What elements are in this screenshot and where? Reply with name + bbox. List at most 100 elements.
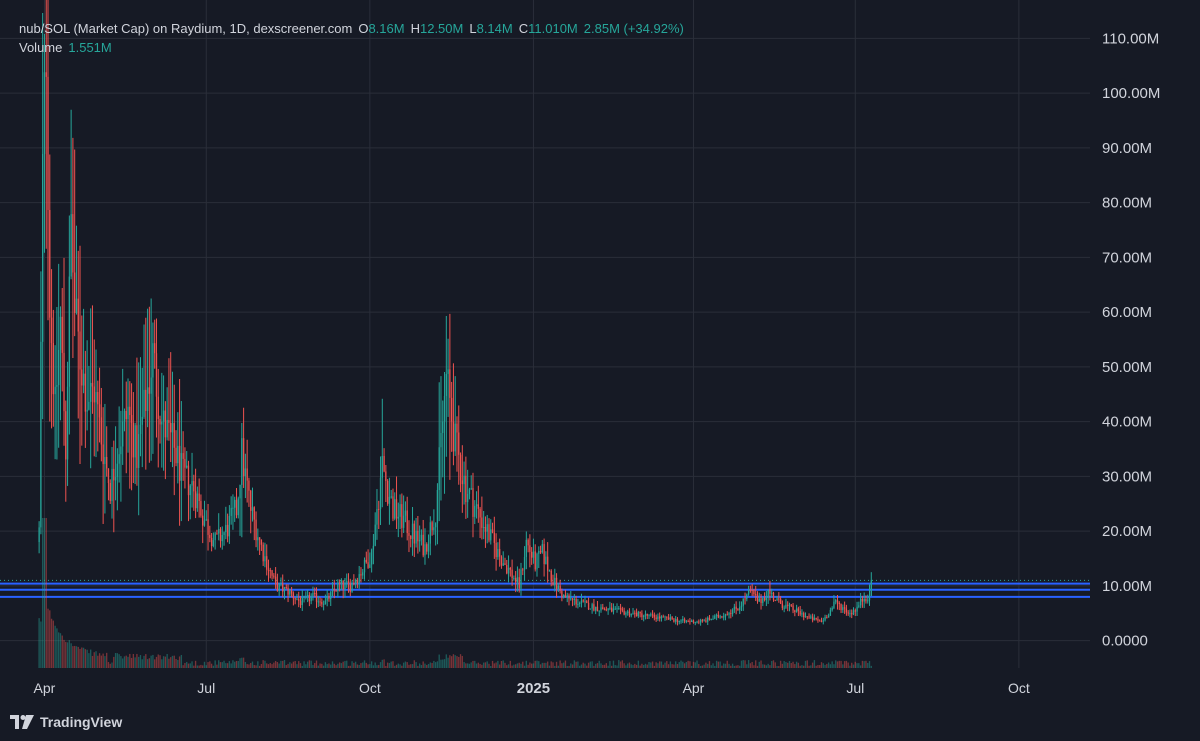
candle-body (136, 425, 138, 468)
candle-body (751, 589, 753, 591)
volume-bar (91, 655, 94, 668)
y-tick-label: 80.00M (1102, 195, 1152, 212)
volume-bar (767, 663, 769, 668)
volume-bar (833, 664, 835, 668)
volume-bar (534, 660, 536, 668)
open-label: O (358, 21, 369, 36)
volume-bar (282, 660, 284, 668)
volume-bar (801, 665, 803, 668)
candle-body (728, 613, 730, 615)
candle-body (450, 397, 453, 422)
volume-bar (545, 662, 547, 668)
volume-bar (367, 664, 369, 668)
candle-body (824, 617, 826, 621)
volume-bar (659, 661, 661, 668)
symbol-title: nub/SOL (Market Cap) on Raydium, 1D, dex… (19, 21, 353, 36)
candle-body (659, 616, 661, 619)
candle-body (49, 210, 51, 318)
candle-body (81, 369, 83, 386)
volume-bar (596, 663, 599, 668)
candle-body (434, 523, 437, 528)
candle-body (113, 468, 115, 481)
price-axis[interactable]: 110.00M 100.00M 90.00M 80.00M 70.00M 60.00M 50… (1102, 30, 1160, 649)
volume-bar (474, 660, 476, 668)
candle-body (575, 598, 577, 605)
volume-bar (255, 665, 257, 668)
volume-label: Volume (19, 40, 63, 55)
candle-body (630, 613, 632, 616)
volume-bar (753, 665, 755, 668)
y-tick-label: 70.00M (1102, 249, 1152, 266)
volume-bar (162, 656, 165, 668)
volume-bar (223, 660, 225, 668)
candle-body (765, 597, 768, 601)
candle-body (125, 410, 127, 420)
volume-bar (237, 661, 239, 668)
candle-body (228, 515, 231, 537)
volume-bar (90, 649, 92, 668)
candle-body (584, 601, 586, 603)
volume-bar (58, 632, 60, 668)
volume-bar (819, 665, 821, 668)
volume-bar (529, 662, 531, 668)
candle-body (794, 610, 796, 612)
candle-body (493, 532, 495, 543)
volume-bar (321, 663, 323, 668)
candle-body (218, 528, 220, 534)
horizontal-levels[interactable] (0, 579, 1090, 598)
candle-body (484, 527, 487, 532)
candle-body (452, 421, 455, 452)
volume-bar (40, 621, 42, 668)
candle-body (305, 596, 307, 598)
candle-body (639, 611, 641, 614)
volume-bar (486, 661, 488, 668)
volume-bar (157, 654, 159, 668)
volume-bar (692, 661, 695, 668)
volume-bar (548, 665, 551, 668)
candle-body (680, 620, 682, 622)
candle-body (719, 616, 721, 618)
candle-body (232, 507, 234, 509)
tradingview-brand[interactable]: TradingView (10, 712, 122, 732)
candle-body (666, 616, 668, 618)
high-value: 12.50M (419, 21, 464, 36)
candle-body (589, 608, 592, 610)
volume-bar (50, 618, 53, 668)
volume-bar (845, 660, 848, 668)
volume-bar (591, 661, 593, 668)
candle-body (703, 620, 705, 622)
volume-bar (276, 662, 279, 668)
volume-bar (673, 664, 675, 668)
candle-body (868, 595, 871, 601)
candle-body (845, 608, 848, 613)
volume-bar (285, 665, 287, 668)
volume-bar (785, 662, 787, 668)
volume-bar (362, 662, 364, 668)
volume-bar (728, 663, 730, 668)
candle-body (740, 605, 743, 608)
candle-body (379, 477, 382, 510)
volume-bar (635, 664, 638, 668)
candle-body (202, 515, 204, 526)
candle-body (43, 72, 46, 154)
time-axis[interactable]: Apr Jul Oct 2025 Apr Jul Oct (34, 680, 1030, 697)
candle-body (607, 608, 609, 611)
brand-name: TradingView (40, 714, 123, 730)
volume-bar (228, 661, 231, 668)
candle-body (56, 385, 58, 387)
volume-bar (376, 665, 378, 668)
volume-bar (778, 665, 780, 668)
candle-body (525, 539, 527, 557)
candle-body (82, 373, 85, 386)
candle-body (278, 584, 280, 591)
candle-body (138, 434, 140, 468)
candle-body (296, 599, 298, 601)
candle-body (273, 575, 275, 577)
candle-body (822, 620, 824, 622)
volume-bar (342, 661, 344, 668)
volume-bar (660, 661, 663, 668)
candle-body (255, 519, 257, 541)
volume-bar (214, 660, 216, 668)
candle-body (401, 504, 403, 528)
